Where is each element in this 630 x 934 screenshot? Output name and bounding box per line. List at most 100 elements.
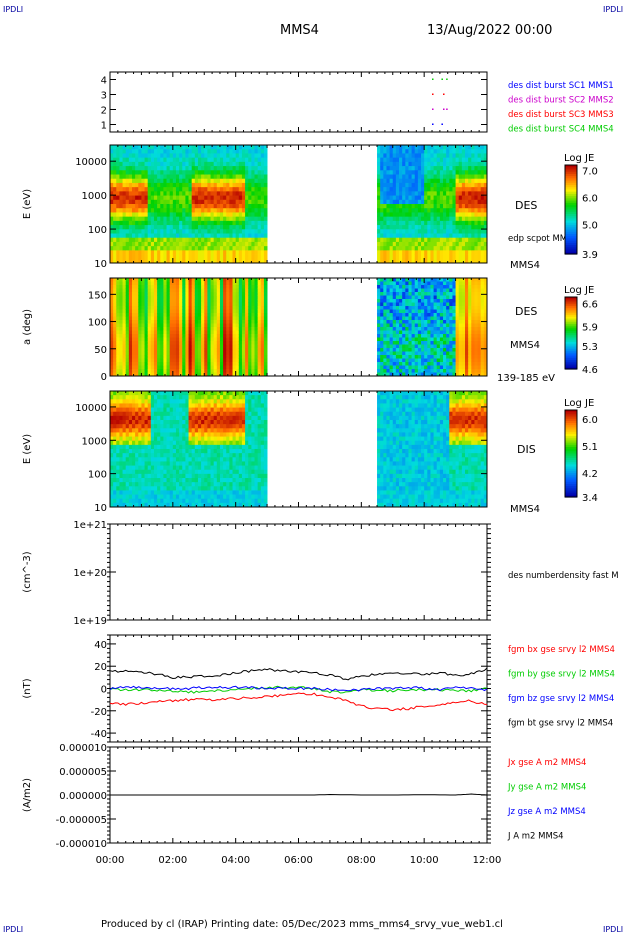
des-energy-cell xyxy=(128,174,133,180)
des-energy-cell xyxy=(160,178,164,184)
des-pitch-cell xyxy=(150,365,155,370)
des-pitch-cell xyxy=(182,334,186,338)
des-pitch-cell xyxy=(474,288,478,293)
des-energy-cell xyxy=(204,153,208,159)
des-pitch-cell xyxy=(160,292,164,296)
des-energy-cell xyxy=(138,216,142,222)
des-pitch-cell xyxy=(138,337,142,342)
des-pitch-cell xyxy=(182,348,186,352)
des-pitch-cell xyxy=(430,330,434,335)
des-pitch-cell xyxy=(235,358,240,363)
des-pitch-cell xyxy=(197,327,202,331)
des-energy-cell xyxy=(232,182,237,188)
des-energy-cell xyxy=(399,246,403,251)
des-energy-cell xyxy=(157,195,161,201)
des-energy-cell xyxy=(216,195,221,201)
des-pitch-cell xyxy=(232,327,237,331)
des-pitch-cell xyxy=(226,341,230,345)
des-pitch-cell xyxy=(465,316,469,321)
des-energy-cell xyxy=(185,166,189,171)
des-pitch-cell xyxy=(169,344,174,349)
des-energy-cell xyxy=(480,182,485,188)
des-energy-cell xyxy=(461,204,466,209)
des-energy-colorbar-cell xyxy=(565,202,577,206)
des-pitch-cell xyxy=(395,358,400,363)
des-pitch-cell xyxy=(439,313,444,317)
des-energy-cell xyxy=(383,174,387,180)
des-pitch-cell xyxy=(430,320,434,324)
des-energy-cell xyxy=(235,250,240,255)
des-pitch-cell xyxy=(241,337,246,342)
des-energy-cell xyxy=(119,170,123,175)
des-pitch-cell xyxy=(188,278,193,282)
des-pitch-cell xyxy=(436,309,441,314)
des-energy-cell xyxy=(436,187,441,192)
des-pitch-cell xyxy=(194,285,199,289)
des-energy-cell xyxy=(160,216,164,222)
des-pitch-cell xyxy=(424,330,428,335)
des-energy-cell xyxy=(131,208,136,213)
des-energy-cell xyxy=(197,174,202,180)
des-pitch-cell xyxy=(433,306,438,310)
des-pitch-cell xyxy=(185,341,189,345)
des-energy-cell xyxy=(452,241,456,247)
des-energy-cell xyxy=(480,178,485,184)
des-pitch-cell xyxy=(122,351,127,356)
des-energy-cell xyxy=(474,237,478,243)
des-pitch-cell xyxy=(210,288,215,293)
des-energy-cell xyxy=(213,233,218,239)
des-pitch-cell xyxy=(141,327,145,331)
des-pitch-cell xyxy=(185,313,189,317)
des-pitch-cell xyxy=(471,358,475,363)
des-energy-cell xyxy=(197,166,202,171)
des-energy-cell xyxy=(424,153,428,159)
des-energy-cell xyxy=(399,199,403,205)
des-energy-cell xyxy=(135,229,139,234)
des-pitch-cell xyxy=(153,334,158,338)
des-energy-cell xyxy=(188,216,193,222)
des-energy-cell xyxy=(480,233,485,239)
des-pitch-cell xyxy=(194,365,199,370)
des-pitch-cell xyxy=(138,365,142,370)
des-energy-cell xyxy=(446,220,450,226)
des-energy-cell xyxy=(172,250,177,255)
des-pitch-cell xyxy=(458,302,463,307)
des-energy-cell xyxy=(461,145,466,150)
des-energy-cell xyxy=(392,216,397,222)
des-pitch-cell xyxy=(229,334,233,338)
des-pitch-cell xyxy=(455,365,460,370)
des-pitch-cell xyxy=(204,341,208,345)
des-pitch-cell xyxy=(122,344,127,349)
des-energy-cell xyxy=(144,187,149,192)
des-energy-cell xyxy=(138,166,142,171)
des-pitch-cell xyxy=(128,334,133,338)
des-pitch-cell xyxy=(128,344,133,349)
des-energy-cell xyxy=(232,174,237,180)
des-energy-cell xyxy=(141,254,145,260)
des-pitch-cell xyxy=(399,337,403,342)
des-pitch-cell xyxy=(471,285,475,289)
des-energy-cell xyxy=(392,149,397,154)
des-pitch-cell xyxy=(238,355,243,359)
des-energy-cell xyxy=(411,212,416,218)
des-pitch-cell xyxy=(153,285,158,289)
des-energy-cell xyxy=(110,174,114,180)
des-energy-cell xyxy=(424,204,428,209)
des-energy-cell xyxy=(213,166,218,171)
des-energy-cell xyxy=(449,212,453,218)
des-pitch-cell xyxy=(254,278,259,282)
des-pitch-cell xyxy=(204,320,208,324)
des-pitch-cell xyxy=(179,292,183,296)
des-energy-cell xyxy=(417,178,422,184)
burst-point xyxy=(432,108,434,110)
des-pitch-cell xyxy=(433,295,438,300)
des-pitch-cell xyxy=(188,334,193,338)
des-energy-cell xyxy=(191,237,196,243)
des-energy-cell xyxy=(399,195,403,201)
des-energy-cell xyxy=(251,216,255,222)
des-energy-cell xyxy=(399,157,403,163)
des-pitch-cell xyxy=(194,348,199,352)
des-pitch-cell xyxy=(389,330,394,335)
des-energy-cell xyxy=(392,174,397,180)
des-pitch-cell xyxy=(402,337,406,342)
